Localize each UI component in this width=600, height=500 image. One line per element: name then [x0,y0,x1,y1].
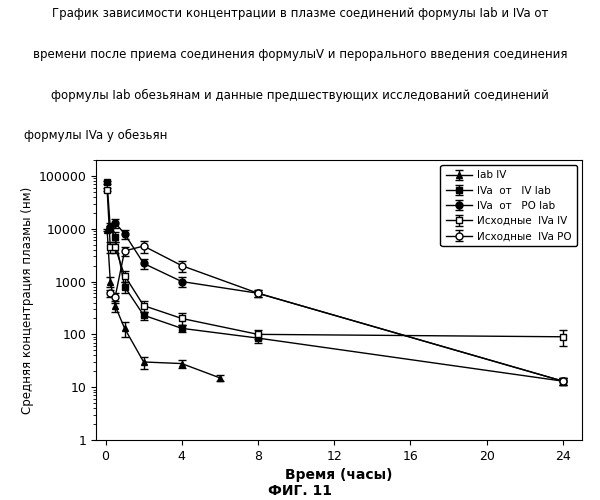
Text: ФИГ. 11: ФИГ. 11 [268,484,332,498]
Legend: Iab IV, IVa  от   IV lab, IVa  от   PO lab, Исходные  IVa IV, Исходные  IVa PO: Iab IV, IVa от IV lab, IVa от PO lab, Ис… [440,165,577,246]
Text: формулы Iab обезьянам и данные предшествующих исследований соединений: формулы Iab обезьянам и данные предшеств… [51,88,549,102]
X-axis label: Время (часы): Время (часы) [285,468,393,482]
Y-axis label: Средняя концентрация плазмы (нм): Средняя концентрация плазмы (нм) [21,186,34,414]
Text: формулы IVa у обезьян: формулы IVa у обезьян [24,129,167,142]
Text: времени после приема соединения формулыV и перорального введения соединения: времени после приема соединения формулыV… [33,48,567,61]
Text: График зависимости концентрации в плазме соединений формулы Iab и IVa от: График зависимости концентрации в плазме… [52,8,548,20]
